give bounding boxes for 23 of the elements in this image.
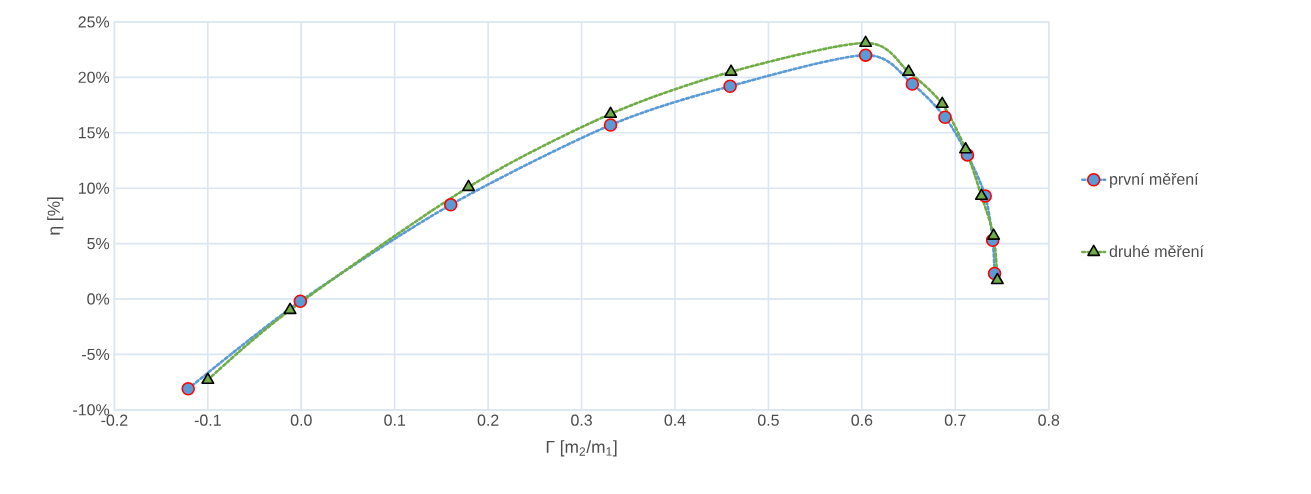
y-tick-label: 15%	[78, 127, 110, 139]
y-tick-label: 5%	[87, 238, 110, 250]
x-tick-label: 0.3	[571, 414, 592, 427]
y-tick-label: -10%	[73, 404, 110, 416]
x-tick-label: 0.5	[757, 414, 779, 427]
y-tick-label: 0%	[87, 293, 110, 305]
x-tick-label: 0.4	[664, 414, 686, 427]
x-axis-title: Γ [m$_{2}$/m$_{1}$]	[546, 440, 617, 457]
x-tick-label: 0.1	[384, 414, 405, 427]
x-tick-label: 0.6	[851, 414, 873, 427]
y-tick-label: 20%	[78, 71, 110, 84]
y-tick-label: -5%	[82, 349, 110, 361]
x-tick-label: -0.1	[194, 414, 221, 427]
x-tick-label: 0.7	[944, 414, 966, 427]
x-tick-label: -0.2	[101, 414, 128, 427]
x-tick-label: 0.8	[1038, 414, 1060, 427]
x-tick-label: 0.0	[290, 414, 312, 427]
y-axis-title: η [%]	[47, 197, 64, 235]
legend-label: první měření	[1110, 173, 1199, 189]
x-tick-label: 0.2	[477, 414, 499, 427]
y-tick-label: 10%	[78, 182, 110, 195]
legend-label: druhé měření	[1109, 245, 1204, 258]
y-tick-label: 25%	[78, 16, 110, 28]
